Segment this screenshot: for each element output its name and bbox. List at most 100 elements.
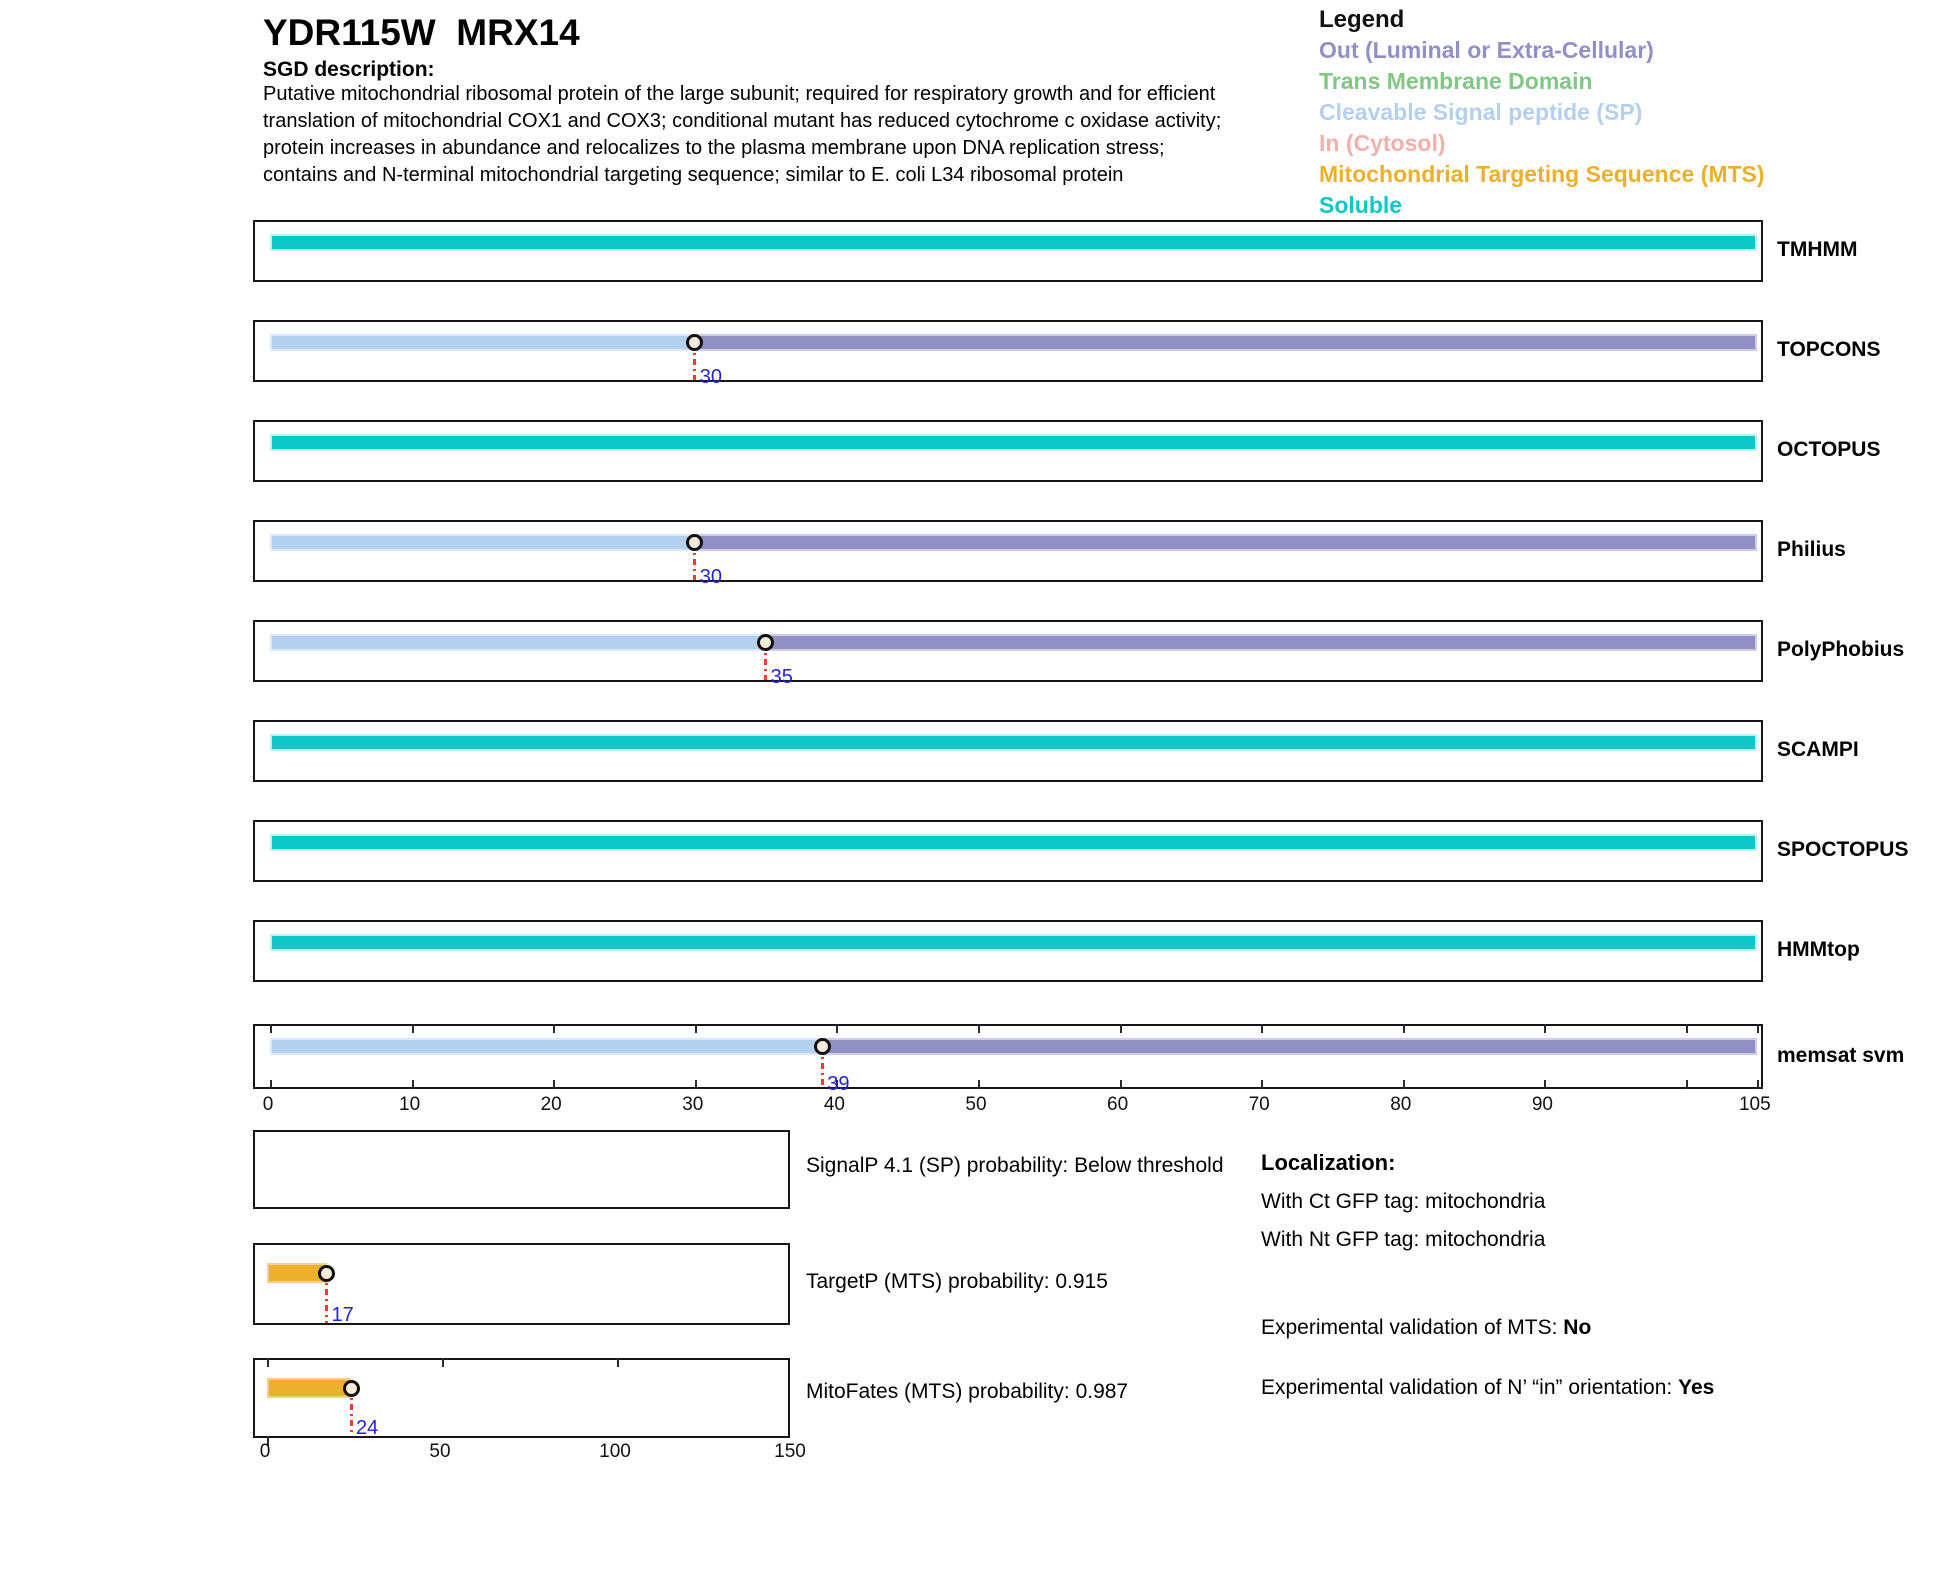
ruler-tick bbox=[1261, 1024, 1264, 1033]
mitofates-caption: MitoFates (MTS) probability: 0.987 bbox=[806, 1380, 1129, 1403]
segment-soluble bbox=[270, 734, 1757, 751]
marker-circle bbox=[686, 534, 704, 551]
axis-tick-label: 0 bbox=[262, 1094, 274, 1115]
ruler-tick bbox=[1686, 1024, 1688, 1033]
axis-tick-label: 40 bbox=[823, 1094, 845, 1115]
marker-line bbox=[693, 542, 697, 580]
marker-circle bbox=[342, 1379, 360, 1397]
track-label-memsat-svm: memsat svm bbox=[1777, 1043, 1905, 1067]
signalp-caption: SignalP 4.1 (SP) probability: Below thre… bbox=[806, 1154, 1224, 1177]
legend-item-sp: Cleavable Signal peptide (SP) bbox=[1319, 99, 1643, 125]
legend-item-tm: Trans Membrane Domain bbox=[1319, 68, 1593, 94]
orientation-validation-prefix: Experimental validation of N’ “in” orien… bbox=[1261, 1376, 1679, 1399]
ruler-tick bbox=[694, 1080, 697, 1089]
track-box-octopus bbox=[253, 420, 1763, 482]
track-label-philius: Philius bbox=[1777, 538, 1846, 561]
segment-soluble bbox=[270, 834, 1757, 851]
marker-circle bbox=[686, 334, 704, 351]
ruler-tick bbox=[1119, 1080, 1122, 1089]
segment-out bbox=[822, 1038, 1757, 1055]
marker-position-label: 30 bbox=[699, 566, 723, 588]
segment-sp bbox=[270, 634, 766, 651]
track-box-scampi bbox=[253, 720, 1763, 782]
track-box-hmmtop bbox=[253, 920, 1763, 982]
axis-tick-label: 20 bbox=[540, 1094, 562, 1115]
marker-position-label: 24 bbox=[356, 1417, 379, 1439]
segment-sp bbox=[270, 1038, 823, 1055]
ruler-tick bbox=[836, 1080, 839, 1089]
axis-tick-label: 10 bbox=[399, 1094, 421, 1115]
prob-axis-tick-label: 0 bbox=[259, 1441, 271, 1462]
prob-box-2: 24 bbox=[253, 1358, 790, 1446]
marker-line bbox=[349, 1388, 353, 1436]
legend-heading: Legend bbox=[1319, 6, 1405, 33]
ruler-tick bbox=[1119, 1024, 1122, 1033]
ruler-tick bbox=[1756, 1080, 1759, 1089]
legend-item-mts: Mitochondrial Targeting Sequence (MTS) bbox=[1319, 161, 1765, 187]
segment-soluble bbox=[270, 434, 1757, 451]
ruler-tick bbox=[411, 1080, 414, 1089]
segment-soluble bbox=[270, 234, 1757, 251]
track-label-tmhmm: TMHMM bbox=[1777, 238, 1858, 261]
marker-line bbox=[693, 342, 697, 380]
localization-nt-gfp: With Nt GFP tag: mitochondria bbox=[1261, 1228, 1546, 1251]
track-box-polyphobius: 35 bbox=[253, 620, 1763, 688]
axis-tick-label: 90 bbox=[1531, 1094, 1553, 1115]
prob-tick-bottom bbox=[267, 1436, 269, 1446]
prob-tick-top bbox=[617, 1358, 619, 1367]
marker-position-label: 39 bbox=[827, 1073, 850, 1095]
prob-axis-tick-label: 150 bbox=[774, 1441, 806, 1462]
ruler-tick bbox=[553, 1080, 556, 1089]
ruler-tick bbox=[270, 1024, 272, 1033]
sgd-description-text: Putative mitochondrial ribosomal protein… bbox=[263, 83, 1222, 186]
mts-validation-value: No bbox=[1563, 1316, 1592, 1339]
marker-line bbox=[820, 1046, 824, 1087]
track-label-hmmtop: HMMtop bbox=[1777, 938, 1860, 961]
ruler-tick bbox=[694, 1024, 697, 1033]
ruler-tick bbox=[1402, 1080, 1405, 1089]
mts-validation-line: Experimental validation of MTS: No bbox=[1261, 1316, 1591, 1340]
orientation-validation-line: Experimental validation of N’ “in” orien… bbox=[1261, 1376, 1714, 1400]
ruler-tick bbox=[1544, 1024, 1547, 1033]
axis-tick-label: 60 bbox=[1107, 1094, 1129, 1115]
ruler-tick bbox=[411, 1024, 414, 1033]
prob-axis-tick-label: 100 bbox=[599, 1441, 631, 1462]
marker-circle bbox=[318, 1264, 335, 1282]
localization-heading: Localization: bbox=[1261, 1150, 1396, 1175]
axis-tick-label: 30 bbox=[682, 1094, 704, 1115]
legend-item-out: Out (Luminal or Extra-Cellular) bbox=[1319, 37, 1654, 63]
marker-position-label: 35 bbox=[770, 666, 793, 688]
marker-circle bbox=[813, 1038, 831, 1055]
track-box-tmhmm bbox=[253, 220, 1763, 282]
orientation-validation-value: Yes bbox=[1678, 1376, 1715, 1399]
track-box-topcons: 30 bbox=[253, 320, 1763, 388]
ruler-tick bbox=[1756, 1024, 1759, 1033]
prob-box-1: 17 bbox=[253, 1243, 790, 1326]
ruler-tick bbox=[1544, 1080, 1547, 1089]
axis-tick-label: 70 bbox=[1248, 1094, 1270, 1115]
track-label-scampi: SCAMPI bbox=[1777, 738, 1859, 761]
marker-circle bbox=[757, 634, 775, 651]
segment-out bbox=[694, 334, 1757, 351]
segment-out bbox=[694, 534, 1757, 551]
localization-ct-gfp: With Ct GFP tag: mitochondria bbox=[1261, 1190, 1546, 1213]
marker-position-label: 17 bbox=[331, 1304, 354, 1326]
axis-tick-label: 80 bbox=[1390, 1094, 1412, 1115]
track-box-spoctopus bbox=[253, 820, 1763, 882]
segment-sp bbox=[270, 334, 695, 351]
track-label-octopus: OCTOPUS bbox=[1777, 438, 1881, 461]
segment-mts bbox=[267, 1378, 351, 1398]
segment-sp bbox=[270, 534, 695, 551]
targetp-caption: TargetP (MTS) probability: 0.915 bbox=[806, 1270, 1108, 1293]
prob-box-0 bbox=[253, 1130, 790, 1209]
page-title: YDR115W MRX14 bbox=[263, 12, 580, 53]
axis-tick-label: 50 bbox=[965, 1094, 987, 1115]
ruler-tick bbox=[978, 1080, 980, 1089]
marker-line bbox=[764, 642, 768, 680]
segment-out bbox=[765, 634, 1757, 651]
track-box-philius: 30 bbox=[253, 520, 1763, 588]
ruler-tick bbox=[836, 1024, 839, 1033]
ruler-tick bbox=[553, 1024, 556, 1033]
legend-item-soluble: Soluble bbox=[1319, 192, 1403, 218]
